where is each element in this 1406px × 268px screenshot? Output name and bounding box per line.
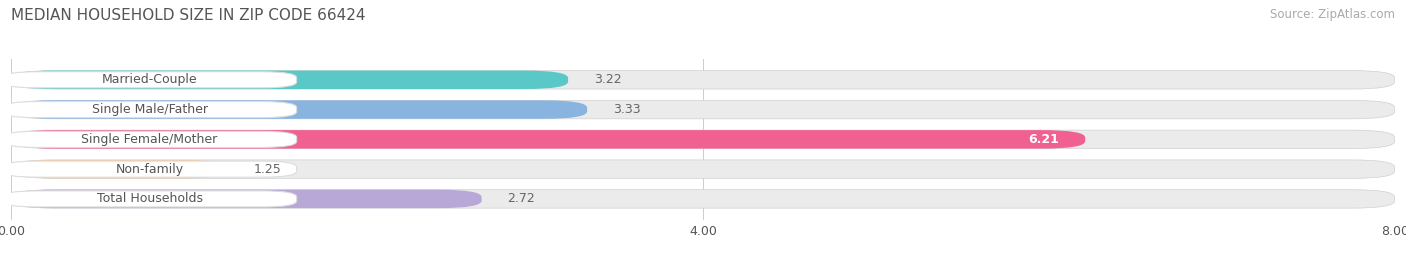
Text: Non-family: Non-family xyxy=(115,163,184,176)
FancyBboxPatch shape xyxy=(11,190,482,208)
FancyBboxPatch shape xyxy=(11,160,228,178)
Text: Single Male/Father: Single Male/Father xyxy=(91,103,208,116)
Text: 3.33: 3.33 xyxy=(613,103,641,116)
FancyBboxPatch shape xyxy=(11,100,1395,119)
Text: 1.25: 1.25 xyxy=(253,163,281,176)
Text: Married-Couple: Married-Couple xyxy=(101,73,197,86)
Text: Single Female/Mother: Single Female/Mother xyxy=(82,133,218,146)
Text: 2.72: 2.72 xyxy=(508,192,536,205)
FancyBboxPatch shape xyxy=(11,130,1085,148)
Text: 3.22: 3.22 xyxy=(595,73,621,86)
FancyBboxPatch shape xyxy=(11,190,1395,208)
FancyBboxPatch shape xyxy=(3,161,297,177)
FancyBboxPatch shape xyxy=(3,131,297,147)
Text: Source: ZipAtlas.com: Source: ZipAtlas.com xyxy=(1270,8,1395,21)
FancyBboxPatch shape xyxy=(11,70,1395,89)
FancyBboxPatch shape xyxy=(11,160,1395,178)
FancyBboxPatch shape xyxy=(3,72,297,88)
FancyBboxPatch shape xyxy=(11,130,1395,148)
Text: 6.21: 6.21 xyxy=(1028,133,1059,146)
FancyBboxPatch shape xyxy=(3,102,297,118)
Text: Total Households: Total Households xyxy=(97,192,202,205)
FancyBboxPatch shape xyxy=(11,70,568,89)
Text: MEDIAN HOUSEHOLD SIZE IN ZIP CODE 66424: MEDIAN HOUSEHOLD SIZE IN ZIP CODE 66424 xyxy=(11,8,366,23)
FancyBboxPatch shape xyxy=(11,100,588,119)
FancyBboxPatch shape xyxy=(3,191,297,207)
